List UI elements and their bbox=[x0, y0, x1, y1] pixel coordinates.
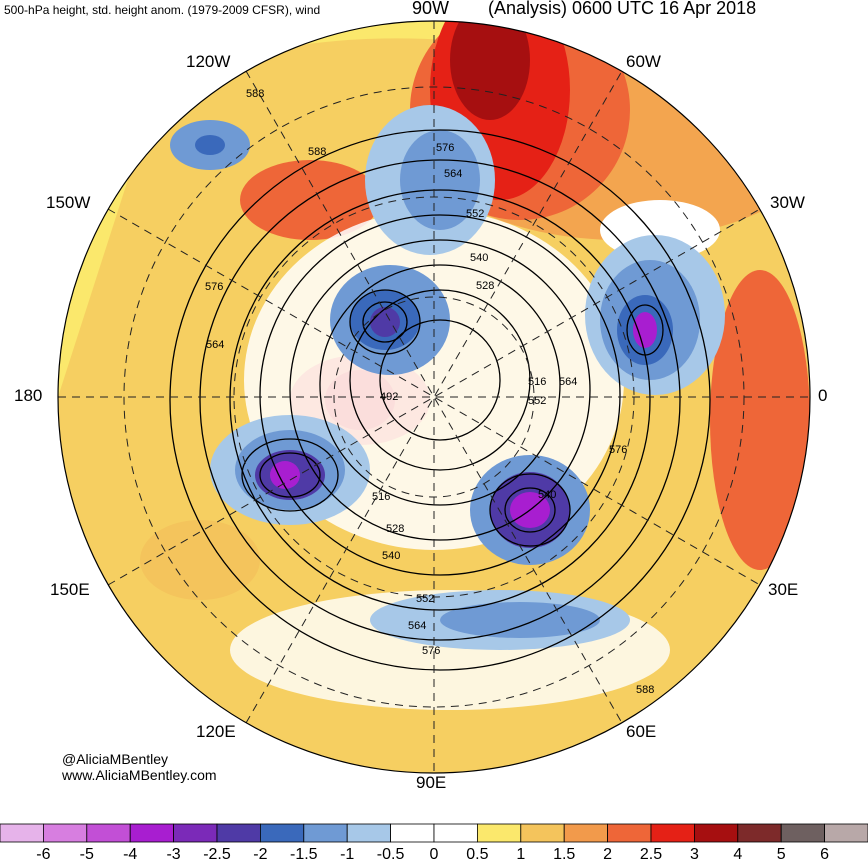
colorbar bbox=[0, 823, 868, 843]
anomaly-field bbox=[58, 21, 810, 773]
colorbar-swatch bbox=[607, 823, 652, 843]
colorbar-swatch bbox=[433, 823, 478, 843]
contour-label: 492 bbox=[380, 391, 399, 403]
colorbar-label: -5 bbox=[79, 846, 94, 863]
top-longitude-label: 90W bbox=[412, 0, 450, 18]
colorbar-label: 1 bbox=[516, 846, 526, 863]
colorbar-label: 4 bbox=[733, 846, 743, 863]
contour-label: 588 bbox=[308, 146, 327, 158]
colorbar-label: -1.5 bbox=[290, 846, 318, 863]
colorbar-swatch bbox=[43, 823, 88, 843]
colorbar-swatch bbox=[780, 823, 826, 843]
contour-label: 576 bbox=[205, 281, 224, 293]
colorbar-label: 0.5 bbox=[466, 846, 489, 863]
colorbar-swatch bbox=[173, 823, 218, 843]
graticule bbox=[58, 21, 810, 773]
contour-label: 528 bbox=[476, 280, 495, 292]
colorbar-swatch bbox=[563, 823, 609, 843]
lon-label-30e: 30E bbox=[768, 580, 799, 599]
colorbar-label: -3 bbox=[166, 846, 181, 863]
colorbar-swatch bbox=[86, 823, 131, 843]
lon-label-150e: 150E bbox=[50, 580, 90, 599]
analysis-time: (Analysis) 0600 UTC 16 Apr 2018 bbox=[488, 0, 757, 18]
lon-label-180: 180 bbox=[14, 386, 43, 405]
credit-handle: @AliciaMBentley bbox=[62, 751, 169, 767]
contour-label: 516 bbox=[528, 376, 547, 388]
colorbar-swatch bbox=[650, 823, 695, 843]
colorbar-label: -2 bbox=[253, 846, 268, 863]
contour-label: 576 bbox=[609, 444, 628, 456]
contour-label: 516 bbox=[372, 491, 391, 503]
colorbar-swatch bbox=[303, 823, 348, 843]
colorbar-swatch bbox=[476, 823, 522, 843]
lon-label-120e: 120E bbox=[196, 722, 236, 741]
colorbar-label: 2 bbox=[603, 846, 613, 863]
contour-label: 564 bbox=[206, 339, 225, 351]
colorbar-label: 3 bbox=[689, 846, 699, 863]
contour-label: 540 bbox=[382, 550, 401, 562]
colorbar-label: -0.5 bbox=[376, 846, 405, 863]
colorbar-label: 6 bbox=[820, 846, 830, 863]
colorbar-swatch bbox=[694, 823, 739, 843]
colorbar-swatch bbox=[0, 823, 44, 843]
contour-label: 552 bbox=[466, 208, 485, 220]
colorbar-swatch bbox=[824, 823, 868, 843]
colorbar-swatch bbox=[129, 823, 174, 843]
colorbar-label: 1.5 bbox=[553, 846, 576, 863]
colorbar-label: -6 bbox=[36, 846, 51, 863]
contour-label: 564 bbox=[444, 168, 463, 180]
contour-label: 588 bbox=[246, 88, 265, 100]
colorbar-swatch bbox=[259, 823, 305, 843]
colorbar-swatch bbox=[390, 823, 435, 843]
contour-label: 552 bbox=[528, 395, 547, 407]
colorbar-label: -2.5 bbox=[203, 846, 231, 863]
lon-label-90e: 90E bbox=[416, 773, 447, 792]
colorbar-swatch bbox=[216, 823, 261, 843]
colorbar-label: -1 bbox=[340, 846, 355, 863]
lon-label-60w: 60W bbox=[626, 52, 661, 71]
map-title: 500-hPa height, std. height anom. (1979-… bbox=[4, 3, 321, 17]
colorbar-label: 5 bbox=[776, 846, 786, 863]
contour-label: 540 bbox=[538, 489, 557, 501]
contour-label: 588 bbox=[636, 684, 655, 696]
contour-label: 576 bbox=[436, 142, 455, 154]
colorbar-label: -4 bbox=[123, 846, 138, 863]
contour-label: 576 bbox=[422, 645, 441, 657]
lon-label-120w: 120W bbox=[186, 52, 231, 71]
lon-label-60e: 60E bbox=[626, 722, 657, 741]
lon-label-150w: 150W bbox=[46, 193, 91, 212]
contour-label: 528 bbox=[386, 523, 405, 535]
colorbar-label: 2.5 bbox=[639, 846, 663, 863]
colorbar-swatch bbox=[346, 823, 392, 843]
credit-website: www.AliciaMBentley.com bbox=[62, 767, 217, 783]
contour-label: 552 bbox=[416, 593, 435, 605]
colorbar-swatch bbox=[520, 823, 565, 843]
colorbar-swatch bbox=[737, 823, 782, 843]
contour-label: 540 bbox=[470, 252, 489, 264]
colorbar-label: 0 bbox=[429, 846, 439, 863]
contour-label: 564 bbox=[408, 620, 427, 632]
contour-label: 564 bbox=[559, 376, 578, 388]
lon-label-30w: 30W bbox=[770, 193, 805, 212]
lon-label-0: 0 bbox=[818, 386, 828, 405]
